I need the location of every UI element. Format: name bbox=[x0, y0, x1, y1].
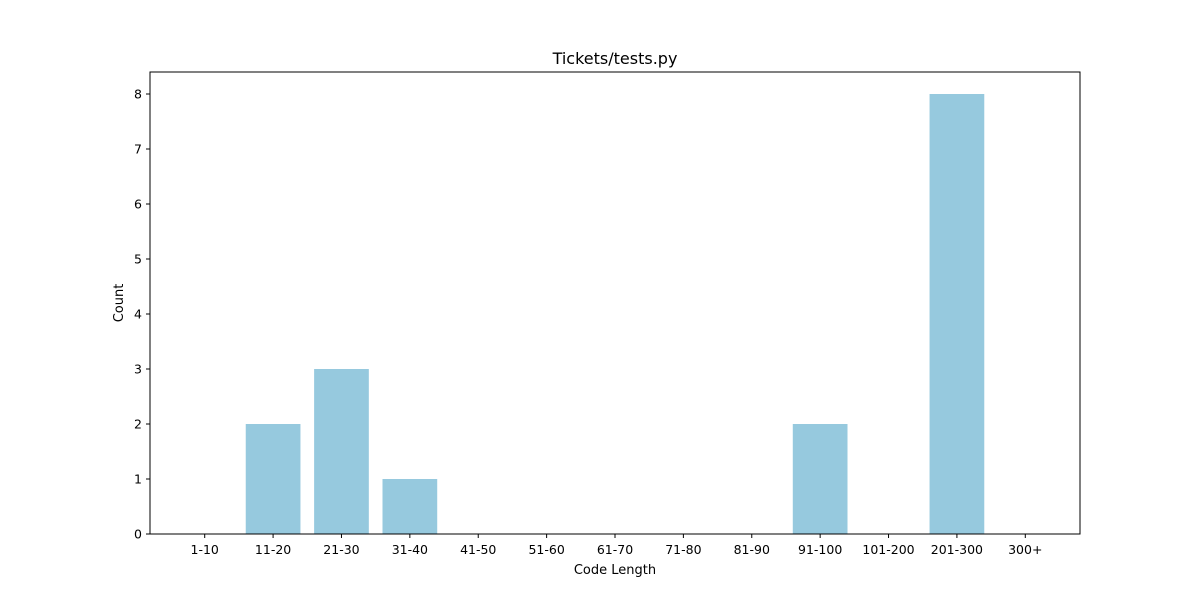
y-axis: 0 1 2 3 4 5 6 7 8 bbox=[134, 87, 150, 542]
bars-group bbox=[245, 94, 985, 534]
x-tick-label: 21-30 bbox=[323, 542, 359, 557]
x-axis: 1-10 11-20 21-30 31-40 41-50 51-60 61-70 71-80 8… bbox=[191, 534, 1042, 557]
bar-21-30 bbox=[314, 369, 369, 534]
x-tick-label: 101-200 bbox=[862, 542, 914, 557]
x-tick-label: 81-90 bbox=[734, 542, 770, 557]
y-tick-label: 1 bbox=[134, 472, 142, 487]
x-tick-label: 71-80 bbox=[665, 542, 701, 557]
y-tick-label: 4 bbox=[134, 307, 142, 322]
y-tick-label: 3 bbox=[134, 362, 142, 377]
x-tick-label: 31-40 bbox=[392, 542, 428, 557]
y-axis-label: Count bbox=[112, 284, 127, 323]
y-tick-label: 8 bbox=[134, 87, 142, 102]
bar-91-100 bbox=[792, 424, 848, 534]
x-tick-label: 41-50 bbox=[460, 542, 496, 557]
x-tick-label: 1-10 bbox=[191, 542, 219, 557]
bar-201-300 bbox=[929, 94, 985, 534]
x-tick-label: 201-300 bbox=[931, 542, 983, 557]
y-tick-label: 5 bbox=[134, 252, 142, 267]
y-tick-label: 6 bbox=[134, 197, 142, 212]
x-tick-label: 11-20 bbox=[255, 542, 291, 557]
y-tick-label: 0 bbox=[134, 527, 142, 542]
x-axis-label: Code Length bbox=[574, 563, 656, 578]
y-tick-label: 7 bbox=[134, 142, 142, 157]
y-tick-label: 2 bbox=[134, 417, 142, 432]
x-tick-label: 300+ bbox=[1008, 542, 1042, 557]
x-tick-label: 61-70 bbox=[597, 542, 633, 557]
bar-11-20 bbox=[245, 424, 301, 534]
bar-31-40 bbox=[382, 479, 438, 534]
x-tick-label: 51-60 bbox=[528, 542, 564, 557]
x-tick-label: 91-100 bbox=[798, 542, 842, 557]
chart-title: Tickets/tests.py bbox=[552, 49, 678, 68]
